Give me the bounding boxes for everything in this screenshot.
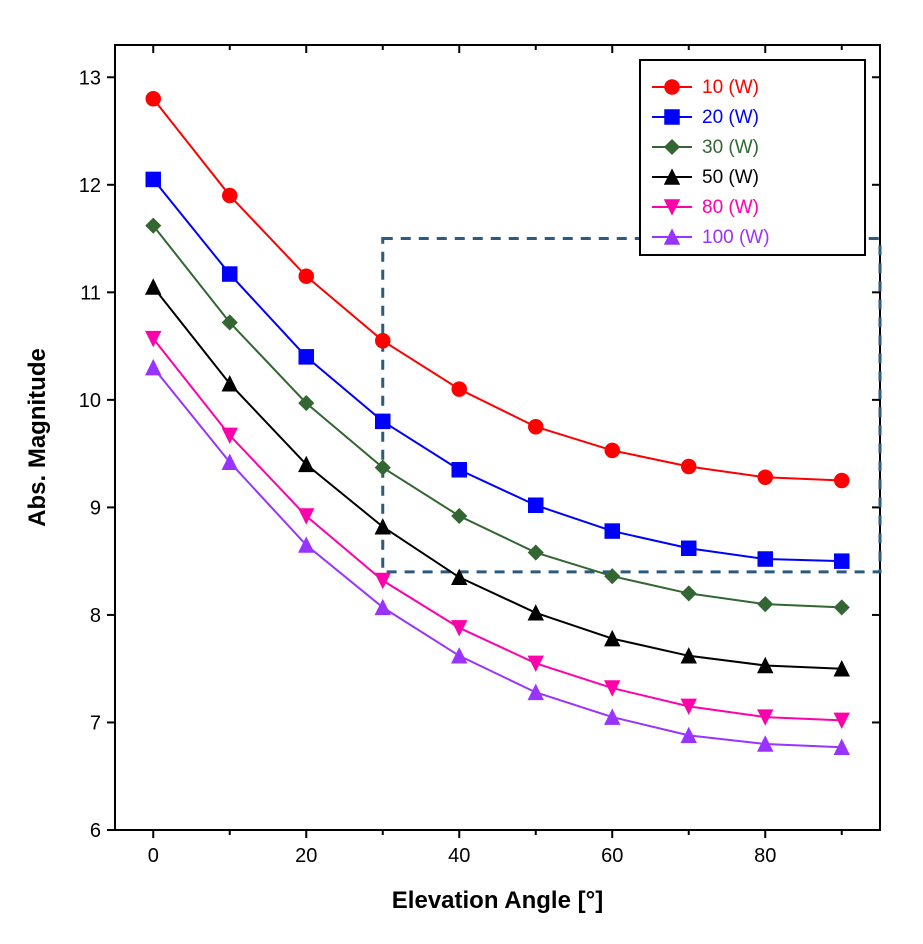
svg-text:Elevation Angle [°]: Elevation Angle [°] <box>392 887 603 914</box>
svg-text:9: 9 <box>90 497 101 519</box>
svg-text:40: 40 <box>448 845 470 867</box>
svg-text:30 (W): 30 (W) <box>702 137 759 158</box>
chart-container: 0 20 40 60 80 6 7 8 9 10 11 12 13 Elevation Angle [°]… <box>0 0 923 944</box>
svg-text:60: 60 <box>601 845 623 867</box>
svg-text:20: 20 <box>295 845 317 867</box>
svg-text:7: 7 <box>90 712 101 734</box>
svg-text:13: 13 <box>79 67 101 89</box>
svg-text:80: 80 <box>754 845 776 867</box>
svg-text:11: 11 <box>80 282 101 304</box>
svg-text:8: 8 <box>90 605 101 627</box>
svg-text:10: 10 <box>79 390 101 412</box>
svg-text:Abs. Magnitude: Abs. Magnitude <box>24 348 51 527</box>
svg-text:6: 6 <box>90 820 101 842</box>
svg-text:12: 12 <box>79 175 101 197</box>
svg-text:80 (W): 80 (W) <box>702 197 759 218</box>
svg-text:0: 0 <box>148 845 159 867</box>
svg-text:100 (W): 100 (W) <box>702 227 770 248</box>
line-chart: 0 20 40 60 80 6 7 8 9 10 11 12 13 Elevation Angle [°]… <box>0 0 923 944</box>
svg-text:20 (W): 20 (W) <box>702 107 759 128</box>
svg-text:10 (W): 10 (W) <box>702 77 759 98</box>
svg-text:50 (W): 50 (W) <box>702 167 759 188</box>
legend: 10 (W) 20 (W) 30 (W) 50 (W) 80 (W) 100 (W) <box>640 60 865 255</box>
